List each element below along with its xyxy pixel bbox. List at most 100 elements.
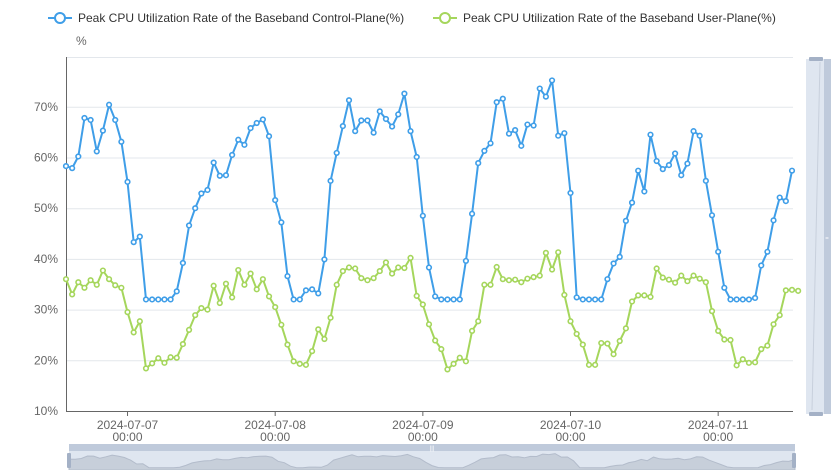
data-point[interactable] (622, 217, 629, 224)
data-point[interactable] (628, 298, 636, 305)
data-point[interactable] (142, 296, 150, 303)
data-point[interactable] (419, 301, 426, 308)
data-point[interactable] (179, 340, 186, 348)
data-point[interactable] (690, 272, 697, 279)
data-point[interactable] (462, 358, 470, 365)
data-point[interactable] (327, 314, 334, 321)
data-point[interactable] (112, 282, 119, 289)
data-point[interactable] (112, 116, 119, 124)
data-point[interactable] (407, 128, 414, 135)
data-point[interactable] (93, 148, 100, 155)
data-point[interactable] (413, 153, 420, 161)
data-point[interactable] (167, 296, 174, 303)
data-point[interactable] (770, 217, 777, 224)
data-point[interactable] (345, 264, 353, 271)
data-point[interactable] (542, 249, 549, 256)
data-point[interactable] (272, 303, 279, 311)
data-point[interactable] (512, 276, 519, 283)
data-point[interactable] (518, 279, 525, 286)
data-point[interactable] (339, 122, 346, 130)
data-point[interactable] (524, 275, 531, 282)
data-point[interactable] (672, 150, 679, 157)
data-point[interactable] (616, 253, 623, 260)
data-point[interactable] (155, 296, 162, 303)
data-point[interactable] (216, 299, 223, 307)
data-point[interactable] (788, 286, 796, 293)
data-point[interactable] (499, 95, 506, 102)
data-point[interactable] (715, 248, 722, 255)
data-point[interactable] (315, 290, 322, 297)
data-point[interactable] (610, 260, 617, 267)
data-point[interactable] (462, 257, 470, 265)
data-point[interactable] (548, 77, 556, 84)
data-point[interactable] (179, 259, 186, 267)
data-point[interactable] (229, 294, 236, 301)
data-point[interactable] (475, 159, 482, 167)
data-point[interactable] (567, 189, 574, 197)
data-point[interactable] (235, 266, 242, 274)
data-point[interactable] (745, 296, 753, 303)
data-point[interactable] (524, 121, 531, 128)
data-point[interactable] (370, 129, 377, 136)
data-point[interactable] (573, 294, 580, 301)
x-datazoom-right-handle[interactable] (792, 453, 796, 468)
data-point[interactable] (284, 341, 291, 348)
data-point[interactable] (432, 337, 439, 344)
data-point[interactable] (321, 335, 328, 343)
data-point[interactable] (167, 354, 174, 361)
data-point[interactable] (567, 318, 574, 325)
data-point[interactable] (696, 132, 703, 139)
data-point[interactable] (210, 282, 217, 289)
data-point[interactable] (296, 360, 303, 367)
data-point[interactable] (173, 354, 180, 361)
data-point[interactable] (425, 264, 433, 271)
data-point[interactable] (241, 281, 248, 288)
data-point[interactable] (493, 99, 500, 106)
data-point[interactable] (548, 266, 556, 273)
data-point[interactable] (733, 362, 740, 369)
data-point[interactable] (376, 267, 383, 275)
data-point[interactable] (653, 265, 660, 272)
data-point[interactable] (635, 167, 642, 174)
data-point[interactable] (99, 267, 107, 274)
data-point[interactable] (309, 348, 316, 355)
data-point[interactable] (721, 336, 728, 343)
data-point[interactable] (456, 296, 463, 303)
data-point[interactable] (745, 359, 753, 366)
data-point[interactable] (62, 276, 70, 283)
data-point[interactable] (444, 366, 451, 373)
data-point[interactable] (555, 132, 562, 139)
data-point[interactable] (333, 281, 340, 288)
data-point[interactable] (352, 265, 359, 272)
data-point[interactable] (518, 142, 525, 149)
data-point[interactable] (284, 273, 291, 280)
data-point[interactable] (622, 325, 629, 332)
data-point[interactable] (272, 196, 279, 204)
data-point[interactable] (530, 122, 537, 129)
data-point[interactable] (444, 296, 451, 303)
data-point[interactable] (487, 140, 494, 147)
data-point[interactable] (665, 162, 673, 169)
data-point[interactable] (432, 293, 439, 300)
data-point[interactable] (456, 354, 463, 361)
data-point[interactable] (173, 288, 180, 295)
x-datazoom-move-bar[interactable] (69, 444, 795, 451)
data-point[interactable] (721, 284, 728, 291)
data-point[interactable] (204, 306, 211, 313)
data-point[interactable] (751, 359, 759, 366)
data-point[interactable] (155, 355, 162, 362)
data-point[interactable] (696, 275, 703, 282)
data-point[interactable] (579, 341, 586, 348)
data-point[interactable] (339, 267, 346, 275)
data-point[interactable] (388, 123, 396, 130)
data-point[interactable] (678, 172, 685, 179)
data-point[interactable] (592, 361, 599, 368)
legend-item-user-plane[interactable]: Peak CPU Utilization Rate of the Baseban… (433, 11, 776, 25)
data-point[interactable] (592, 296, 599, 303)
data-point[interactable] (118, 284, 125, 291)
data-point[interactable] (241, 141, 248, 148)
data-point[interactable] (659, 274, 666, 281)
data-point[interactable] (388, 270, 396, 277)
data-point[interactable] (204, 186, 211, 194)
data-point[interactable] (124, 309, 131, 316)
